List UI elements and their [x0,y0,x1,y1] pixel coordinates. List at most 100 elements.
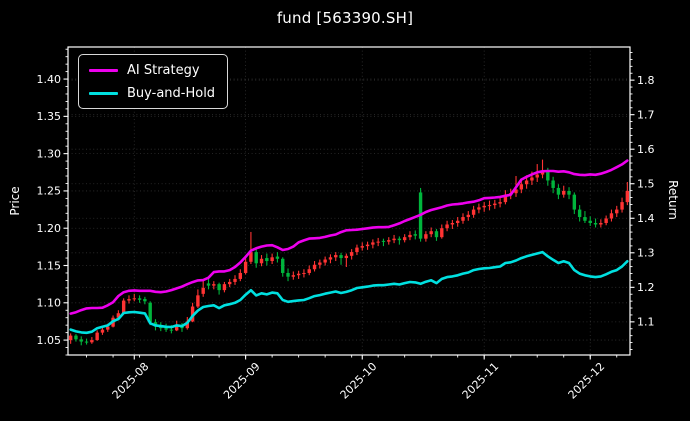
candle-2025-08-04 [137,295,142,303]
candle-2025-10-31 [477,203,481,214]
right-tick-label: 1.7 [637,108,655,121]
candle-2025-10-02 [365,241,370,250]
candle-2025-11-20 [551,176,555,194]
right-tick-label: 1.1 [637,316,655,329]
candle-2025-10-10 [397,236,402,245]
right-tick-label: 1.8 [637,74,655,87]
candle-2025-10-14 [408,231,412,241]
left-tick-label: 1.35 [37,110,62,123]
candle-2025-11-27 [577,205,582,222]
candle-2025-08-19 [196,289,200,309]
candle-2025-10-27 [455,217,460,227]
left-tick-label: 1.30 [37,147,62,160]
candle-2025-09-23 [328,254,333,264]
candle-2025-08-05 [143,296,147,305]
candle-2025-09-25 [339,252,343,265]
candle-2025-07-22 [90,337,94,344]
candle-2025-10-01 [360,242,364,251]
candle-2025-12-08 [615,205,619,218]
candle-2025-10-09 [392,234,396,244]
candle-2025-11-24 [562,185,566,198]
candle-2025-10-30 [471,205,476,218]
candle-2025-10-24 [450,220,455,229]
candle-2025-08-01 [132,293,136,302]
candle-2025-08-18 [190,302,195,323]
candle-2025-07-21 [84,338,89,345]
right-tick-label: 1.5 [637,178,655,191]
plot-border [67,46,631,356]
ai-strategy-line [69,159,629,315]
candle-2025-10-20 [429,227,433,238]
right-tick-label: 1.3 [637,247,655,260]
legend: AI Strategy Buy-and-Hold [78,54,229,109]
candle-2025-12-01 [588,216,592,226]
candle-2025-09-19 [318,259,322,269]
candle-2025-12-09 [620,197,624,213]
right-tick-label: 1.4 [637,212,655,225]
right-axis-label: Return [666,180,680,220]
legend-item-buy-and-hold: Buy-and-Hold [89,84,215,102]
candle-2025-10-17 [424,231,428,242]
candle-2025-10-28 [461,213,465,224]
candle-2025-07-23 [95,330,99,341]
candle-2025-12-02 [593,218,598,228]
candle-2025-11-06 [498,197,502,208]
left-tick-label: 1.20 [37,222,62,235]
candle-2025-10-07 [381,238,386,247]
candle-2025-10-06 [376,237,380,247]
candle-2025-10-13 [402,234,407,243]
candle-2025-11-18 [540,159,545,179]
candle-2025-09-08 [270,253,274,265]
candle-2025-08-22 [212,281,216,290]
left-tick-label: 1.15 [37,259,62,272]
candle-2025-09-02 [249,231,253,265]
candle-2025-09-09 [275,252,280,263]
candle-2025-08-20 [201,280,205,297]
candle-2025-12-04 [604,215,608,226]
candle-2025-09-11 [286,268,290,282]
candle-2025-08-29 [238,269,243,282]
candle-2025-12-05 [609,209,614,222]
candle-2025-07-17 [74,334,78,342]
candle-2025-11-03 [482,202,486,212]
candle-2025-10-23 [445,220,449,232]
candle-2025-09-24 [334,252,338,262]
candle-2025-11-21 [556,184,561,200]
candle-2025-09-05 [265,253,269,266]
chart-title: fund [563390.SH] [276,9,414,27]
x-tick-label: 2025-12 [566,360,608,402]
candle-2025-09-04 [259,255,264,267]
candle-2025-11-05 [493,199,497,209]
left-tick-label: 1.10 [37,297,62,310]
candle-2025-07-31 [127,295,131,304]
candle-2025-07-30 [121,298,126,314]
candle-2025-09-17 [307,265,311,276]
x-tick-label: 2025-08 [110,360,152,402]
candle-2025-09-29 [349,249,354,260]
left-tick-label: 1.05 [37,334,62,347]
candle-2025-07-16 [68,333,73,344]
legend-item-ai-strategy: AI Strategy [89,61,215,79]
candle-2025-09-03 [254,249,258,268]
left-tick-label: 1.40 [37,73,62,86]
buy-and-hold-swatch [89,91,118,95]
candle-2025-09-10 [281,257,285,277]
candle-2025-09-12 [291,271,296,280]
left-tick-label: 1.25 [37,185,62,198]
candle-2025-10-29 [466,211,470,221]
right-tick-label: 1.6 [637,143,655,156]
legend-label: AI Strategy [127,62,200,78]
candle-2025-08-14 [180,322,184,332]
x-tick-label: 2025-09 [221,360,263,402]
candle-2025-08-25 [217,282,221,295]
left-axis-label: Price [8,186,22,216]
candle-2025-08-27 [228,278,232,288]
candle-2025-08-26 [222,281,227,293]
candle-2025-08-28 [233,275,237,285]
candle-2025-10-21 [434,228,439,241]
right-tick-label: 1.2 [637,281,655,294]
candle-2025-11-28 [583,211,587,223]
candle-2025-10-08 [387,237,391,245]
